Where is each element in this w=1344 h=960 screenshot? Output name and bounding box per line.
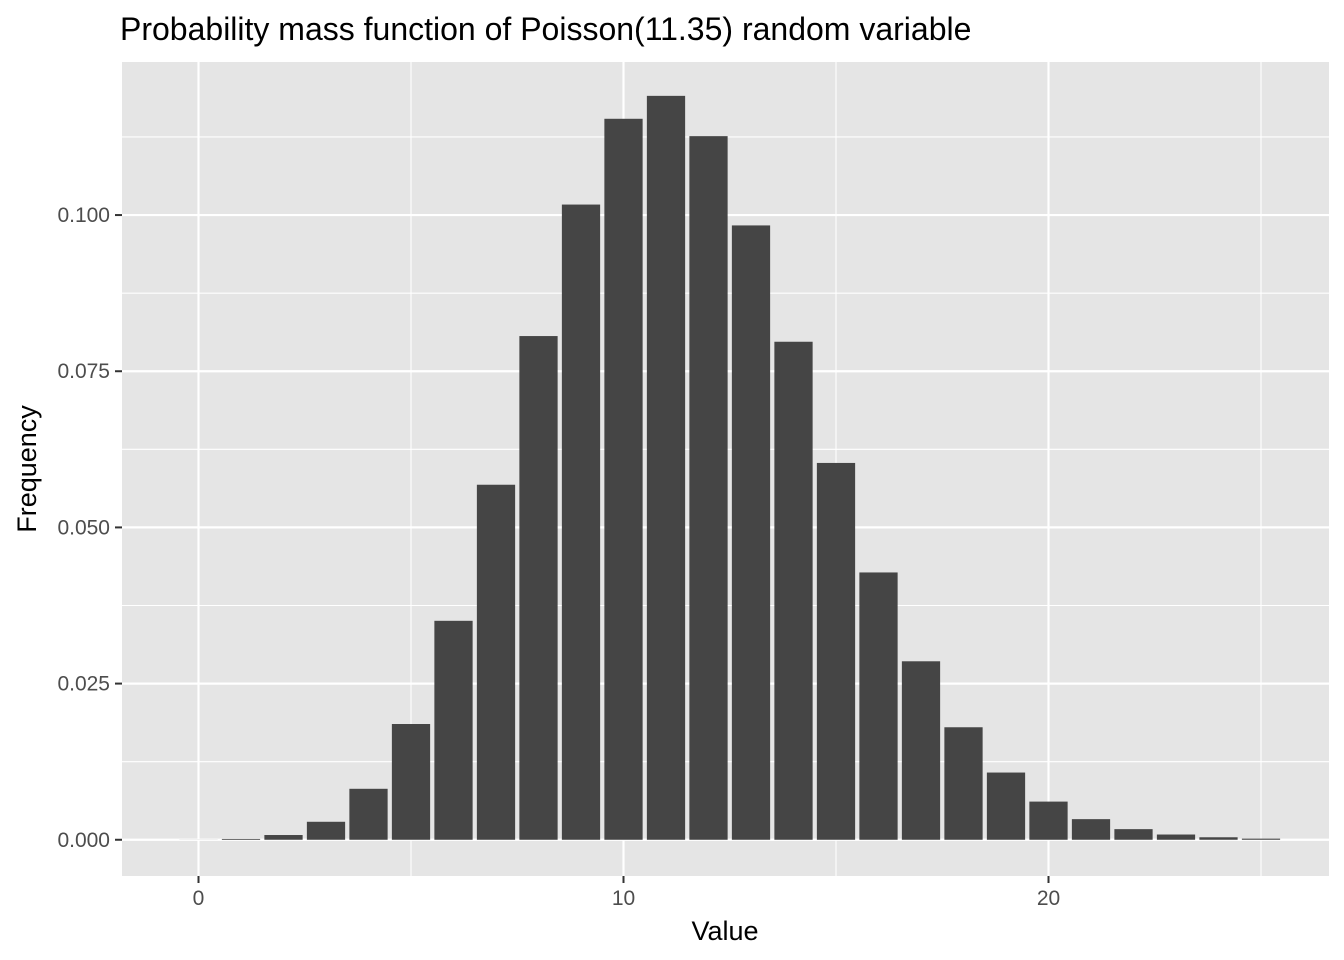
bar-1 (221, 838, 261, 840)
bar-9 (561, 204, 601, 840)
y-tick-label: 0.050 (57, 516, 110, 539)
y-tick-label: 0.100 (57, 204, 110, 227)
bar-25 (1241, 838, 1281, 840)
bar-14 (774, 341, 813, 840)
bar-2 (264, 835, 303, 840)
x-axis-title: Value (691, 916, 758, 946)
bar-6 (434, 620, 473, 840)
chart-title: Probability mass function of Poisson(11.… (120, 11, 971, 47)
bar-11 (646, 95, 686, 840)
bar-15 (816, 462, 856, 840)
y-axis-title: Frequency (12, 405, 42, 533)
y-tick-label: 0.025 (57, 673, 110, 696)
y-tick-label: 0.075 (57, 360, 110, 383)
bar-12 (689, 136, 728, 840)
bar-22 (1114, 829, 1153, 840)
bar-4 (349, 788, 388, 840)
bar-7 (476, 484, 516, 840)
y-axis: 0.000 0.025 0.050 0.075 0.100 (57, 204, 122, 852)
bar-24 (1199, 837, 1238, 840)
bar-20 (1029, 801, 1068, 840)
bar-18 (944, 727, 983, 840)
bar-5 (391, 724, 431, 840)
bar-10 (604, 118, 643, 840)
y-tick-label: 0.000 (57, 829, 110, 852)
x-tick-label: 0 (193, 887, 205, 910)
x-tick-label: 10 (612, 887, 635, 910)
bar-19 (986, 772, 1026, 840)
x-axis: 0 10 20 (193, 876, 1060, 910)
bar-16 (859, 572, 898, 840)
bar-23 (1156, 834, 1196, 840)
x-tick-label: 20 (1037, 887, 1060, 910)
bar-3 (306, 821, 346, 840)
bars (179, 95, 1281, 840)
bar-8 (519, 336, 558, 840)
bar-17 (901, 661, 941, 840)
bar-21 (1071, 819, 1111, 840)
bar-13 (731, 225, 771, 840)
